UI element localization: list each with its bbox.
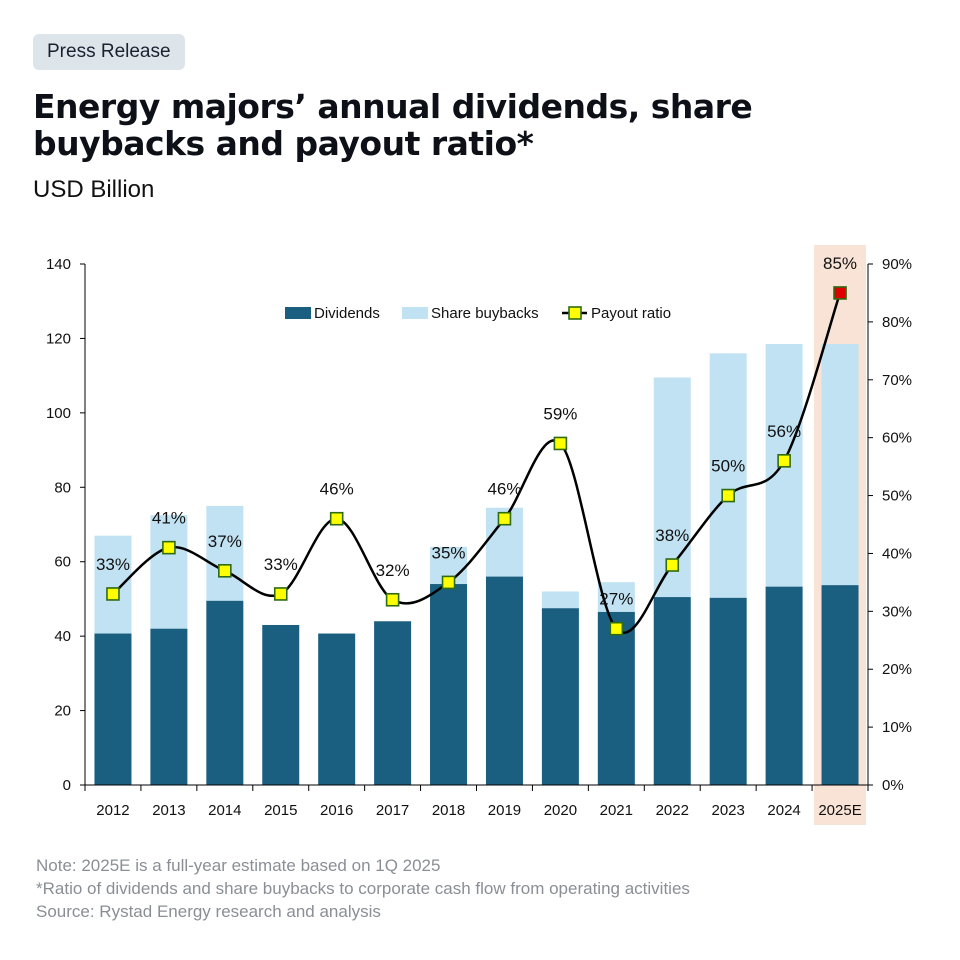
x-tick-label-2023: 2023 [711, 802, 744, 819]
bar-dividends-2022 [653, 597, 691, 785]
right-tick-label: 70% [882, 372, 912, 389]
bar-share-buybacks-2012 [94, 535, 132, 634]
chart-title: Energy majors’ annual dividends, share b… [33, 87, 753, 163]
payout-label-2013: 41% [152, 509, 186, 528]
chart-subtitle: USD Billion [33, 176, 155, 203]
right-tick-label: 40% [882, 545, 912, 562]
legend-swatch-dividends [285, 307, 311, 319]
x-tick-label-2019: 2019 [488, 802, 521, 819]
legend-label-payout-ratio: Payout ratio [591, 305, 671, 322]
x-tick-label-2013: 2013 [152, 802, 185, 819]
payout-label-2025E: 85% [823, 254, 857, 273]
payout-marker-2012 [106, 587, 120, 601]
payout-label-2022: 38% [655, 526, 689, 545]
payout-marker-2018 [441, 575, 456, 590]
payout-marker-2017 [385, 592, 400, 607]
bar-share-buybacks-2013 [150, 515, 188, 629]
bar-dividends-2024 [765, 586, 803, 785]
right-tick-label: 30% [882, 603, 912, 620]
x-tick-label-2024: 2024 [767, 802, 800, 819]
bar-dividends-2023 [709, 597, 747, 785]
footnotes: Note: 2025E is a full-year estimate base… [36, 854, 690, 923]
x-tick-label-2025E: 2025E [818, 802, 861, 819]
note-estimate: Note: 2025E is a full-year estimate base… [36, 856, 441, 875]
bar-dividends-2018 [430, 584, 468, 785]
x-tick-label-2012: 2012 [96, 802, 129, 819]
x-tick-label-2018: 2018 [432, 802, 465, 819]
legend-label-share-buybacks: Share buybacks [431, 305, 539, 322]
press-release-badge: Press Release [33, 34, 185, 70]
payout-marker-2024 [777, 454, 791, 468]
bar-share-buybacks-2023 [709, 353, 747, 598]
legend-label-dividends: Dividends [314, 305, 380, 322]
payout-label-2017: 32% [376, 561, 410, 580]
payout-marker-2014 [218, 564, 232, 578]
bar-share-buybacks-2014 [206, 505, 244, 601]
right-tick-label: 20% [882, 661, 912, 678]
payout-label-2012: 33% [96, 555, 130, 574]
bar-dividends-2017 [374, 621, 412, 785]
x-tick-label-2021: 2021 [600, 802, 633, 819]
payout-marker-2016 [329, 511, 344, 526]
legend-marker-payout-ratio [568, 306, 582, 320]
bar-dividends-2020 [541, 608, 579, 785]
bar-dividends-2012 [94, 633, 132, 785]
x-tick-label-2020: 2020 [544, 802, 577, 819]
left-tick-label: 100 [46, 405, 71, 422]
bar-dividends-2021 [597, 611, 635, 785]
payout-label-2014: 37% [208, 532, 242, 551]
left-tick-label: 40 [54, 628, 71, 645]
x-tick-label-2022: 2022 [656, 802, 689, 819]
payout-marker-2020 [553, 436, 568, 451]
x-tick-label-2014: 2014 [208, 802, 241, 819]
left-tick-label: 140 [46, 256, 71, 273]
x-tick-label-2017: 2017 [376, 802, 409, 819]
bar-dividends-2015 [262, 624, 300, 785]
payout-marker-2025E [833, 286, 847, 300]
left-tick-label: 60 [54, 554, 71, 571]
left-tick-label: 20 [54, 703, 71, 720]
payout-label-2021: 27% [599, 590, 633, 609]
bar-dividends-2013 [150, 628, 188, 785]
right-tick-label: 60% [882, 430, 912, 447]
payout-label-2016: 46% [320, 480, 354, 499]
note-ratio-definition: *Ratio of dividends and share buybacks t… [36, 879, 690, 898]
bar-share-buybacks-2020 [541, 591, 579, 609]
payout-marker-2022 [665, 558, 680, 572]
note-source: Source: Rystad Energy research and analy… [36, 902, 381, 921]
right-tick-label: 50% [882, 488, 912, 505]
payout-label-2015: 33% [264, 555, 298, 574]
bar-dividends-2014 [206, 600, 244, 785]
left-tick-label: 120 [46, 330, 71, 347]
payout-label-2024: 56% [767, 422, 801, 441]
bar-dividends-2016 [318, 633, 356, 785]
payout-label-2018: 35% [432, 543, 466, 562]
payout-marker-2023 [721, 488, 735, 503]
payout-marker-2019 [497, 511, 512, 526]
payout-marker-2021 [609, 621, 624, 636]
bar-dividends-2025E [821, 585, 859, 785]
right-tick-label: 80% [882, 314, 912, 331]
bar-share-buybacks-2025E [821, 344, 859, 586]
payout-marker-2015 [273, 587, 288, 601]
right-tick-label: 0% [882, 777, 904, 794]
x-tick-label-2015: 2015 [264, 802, 297, 819]
payout-label-2019: 46% [487, 480, 521, 499]
payout-marker-2013 [162, 540, 176, 555]
left-tick-label: 0 [63, 777, 71, 794]
right-tick-label: 90% [882, 256, 912, 273]
left-tick-label: 80 [54, 479, 71, 496]
x-tick-label-2016: 2016 [320, 802, 353, 819]
legend-swatch-share-buybacks [402, 307, 428, 319]
bar-dividends-2019 [485, 576, 523, 785]
payout-label-2023: 50% [711, 457, 745, 476]
right-tick-label: 10% [882, 719, 912, 736]
payout-label-2020: 59% [543, 404, 577, 423]
